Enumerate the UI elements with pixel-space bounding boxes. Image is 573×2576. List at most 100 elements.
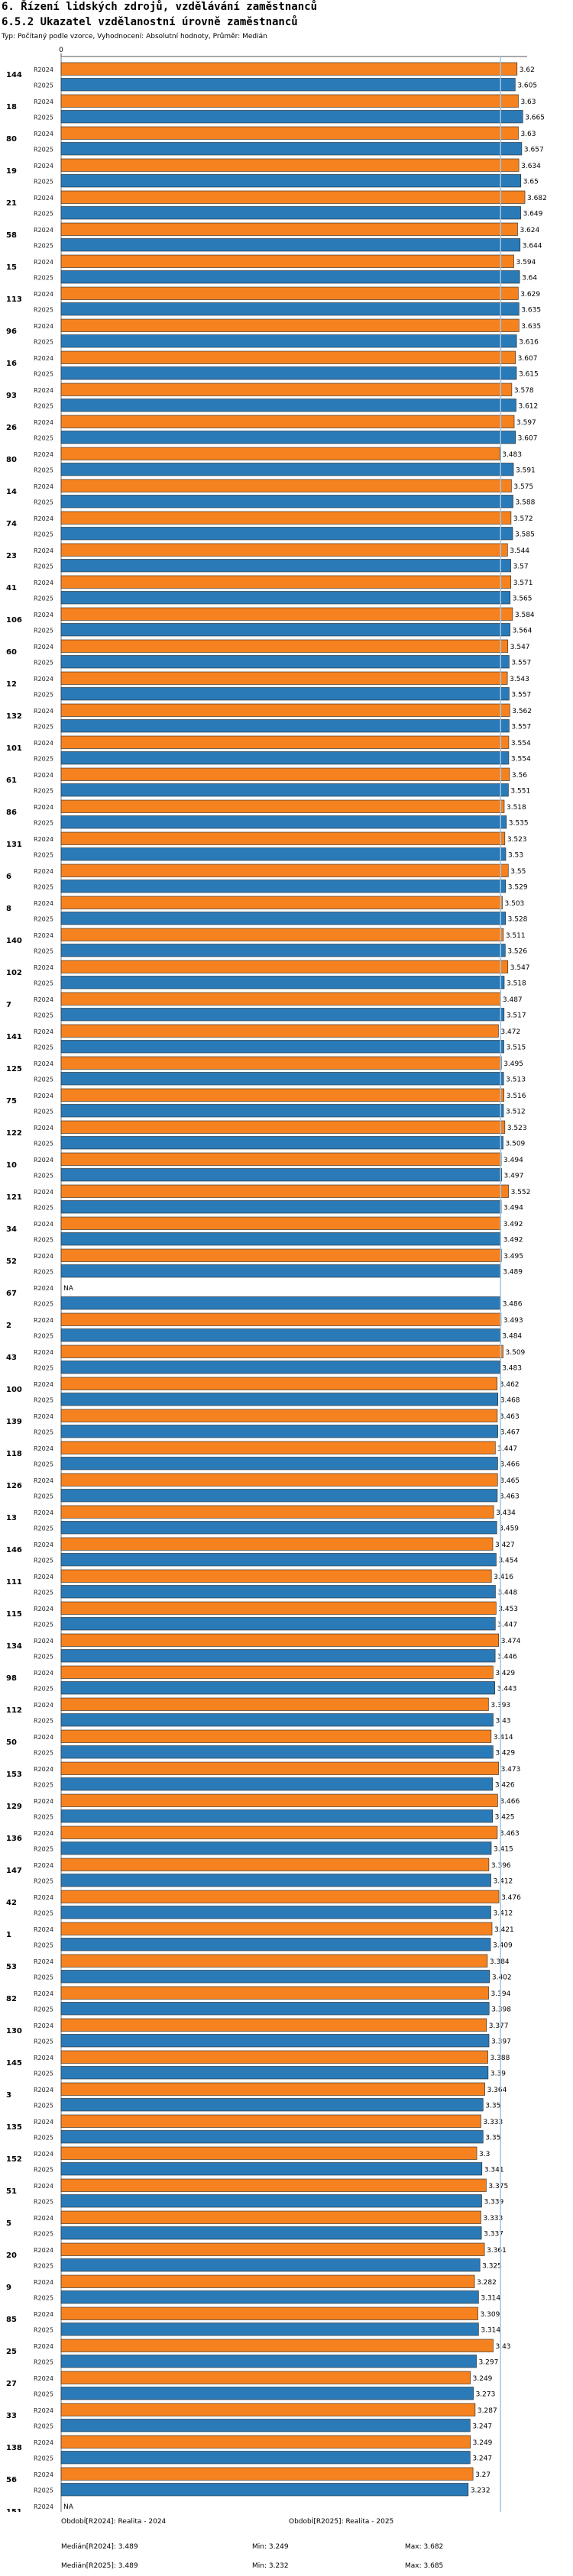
value-label: 3.528 — [508, 916, 528, 924]
series-label: R2025 — [34, 756, 53, 763]
category-label: 25 — [6, 2348, 17, 2356]
series-label: R2024 — [34, 868, 53, 875]
value-label: 3.309 — [481, 2311, 500, 2319]
category-label: 151 — [6, 2508, 22, 2512]
series-label: R2025 — [34, 1782, 53, 1789]
bar-2025 — [60, 463, 514, 476]
series-label: R2024 — [34, 964, 53, 971]
value-label: 3.562 — [512, 708, 532, 715]
bar-2025 — [60, 78, 516, 92]
value-label: 3.516 — [507, 1093, 526, 1100]
value-label: 3.43 — [495, 2343, 510, 2351]
value-label: 3.287 — [478, 2407, 497, 2415]
value-label: 3.473 — [501, 1766, 521, 1774]
value-label: 3.53 — [508, 852, 523, 860]
value-label: 3.523 — [507, 836, 527, 844]
series-label: R2025 — [34, 1365, 53, 1372]
series-label: R2024 — [34, 2247, 53, 2254]
bar-2024 — [60, 799, 505, 813]
value-label: 3.325 — [482, 2263, 502, 2271]
series-label: R2024 — [34, 1285, 53, 1292]
bar-2025 — [60, 527, 513, 541]
series-label: R2025 — [34, 1910, 53, 1917]
value-label: 3.554 — [511, 756, 531, 763]
category-label: 86 — [6, 809, 17, 817]
value-label: 3.412 — [494, 1878, 513, 1886]
series-label: R2025 — [34, 2295, 53, 2302]
value-label: 3.339 — [484, 2199, 503, 2206]
bar-2024 — [60, 1312, 502, 1326]
bar-2025 — [60, 2419, 471, 2432]
value-label: 3.466 — [500, 1461, 520, 1469]
bar-2024 — [60, 2114, 481, 2128]
bar-2025 — [60, 2483, 469, 2497]
series-label: R2025 — [34, 1077, 53, 1083]
bar-2025 — [60, 1681, 495, 1695]
series-label: R2024 — [34, 2503, 53, 2510]
value-label: 3.459 — [499, 1525, 519, 1533]
series-label: R2024 — [34, 1189, 53, 1196]
bar-2025 — [60, 880, 507, 893]
value-label: 3.384 — [490, 1958, 510, 1966]
value-label: 3.607 — [518, 355, 538, 363]
value-label: 3.425 — [495, 1814, 515, 1822]
series-label: R2025 — [34, 660, 53, 667]
series-label: R2024 — [34, 740, 53, 747]
series-label: R2024 — [34, 1413, 53, 1420]
value-label: 3.249 — [473, 2439, 493, 2447]
value-label: 3.398 — [491, 2006, 511, 2014]
bar-2025 — [60, 2387, 474, 2400]
bar-2024 — [60, 864, 509, 877]
value-label: 3.649 — [523, 211, 543, 218]
chart-meta: Typ: Počítaný podle vzorce, Vyhodnocení:… — [2, 33, 267, 40]
bar-2024 — [60, 1793, 498, 1807]
series-label: R2025 — [34, 2135, 53, 2142]
value-label: 3.494 — [503, 1205, 523, 1212]
chart-subtitle: 6.5.2 Ukazatel vzdělanostní úrovně zaměs… — [2, 16, 298, 28]
value-label: 3.467 — [500, 1429, 520, 1437]
category-label: 82 — [6, 1995, 17, 2003]
bar-2025 — [60, 1232, 502, 1246]
series-label: R2025 — [34, 884, 53, 891]
value-label: 3.361 — [487, 2247, 507, 2255]
bar-2025 — [60, 1136, 503, 1150]
max-2024: Max: 3.682 — [405, 2543, 444, 2551]
series-label: R2025 — [34, 724, 53, 731]
series-label: R2024 — [34, 1638, 53, 1645]
value-label: 3.375 — [488, 2183, 508, 2190]
bar-2025 — [60, 1617, 496, 1631]
bar-2025 — [60, 2258, 481, 2272]
series-label: R2025 — [34, 435, 53, 442]
category-label: 85 — [6, 2316, 17, 2324]
series-label: R2024 — [34, 355, 53, 362]
value-label: 3.554 — [511, 740, 531, 747]
bar-2025 — [60, 270, 520, 284]
median-2024: Medián[R2024]: 3.489 — [61, 2543, 138, 2551]
series-label: R2024 — [34, 1317, 53, 1324]
category-label: 13 — [6, 1514, 17, 1522]
value-label: 3.421 — [494, 1926, 514, 1934]
category-label: 132 — [6, 712, 22, 721]
value-label: 3.547 — [510, 964, 530, 972]
bar-2024 — [60, 383, 513, 396]
bar-2025 — [60, 334, 517, 348]
category-label: 1 — [6, 1931, 11, 1939]
category-label: 93 — [6, 392, 17, 400]
value-label: 3.584 — [515, 612, 535, 619]
bar-2025 — [60, 1906, 491, 1919]
category-label: 111 — [6, 1578, 22, 1587]
series-label: R2024 — [34, 451, 53, 458]
bar-2024 — [60, 350, 516, 364]
category-label: 106 — [6, 616, 22, 625]
value-label: 3.515 — [507, 1044, 526, 1052]
series-label: R2025 — [34, 2327, 53, 2334]
category-label: 144 — [6, 71, 22, 79]
series-label: R2024 — [34, 2215, 53, 2222]
bar-2025 — [60, 1842, 492, 1855]
value-label: 3.575 — [513, 483, 533, 491]
bar-2024 — [60, 1409, 498, 1422]
series-label: R2024 — [34, 2407, 53, 2414]
bar-2025 — [60, 2066, 489, 2080]
bar-2025 — [60, 1200, 502, 1214]
bar-2024 — [60, 1761, 499, 1775]
